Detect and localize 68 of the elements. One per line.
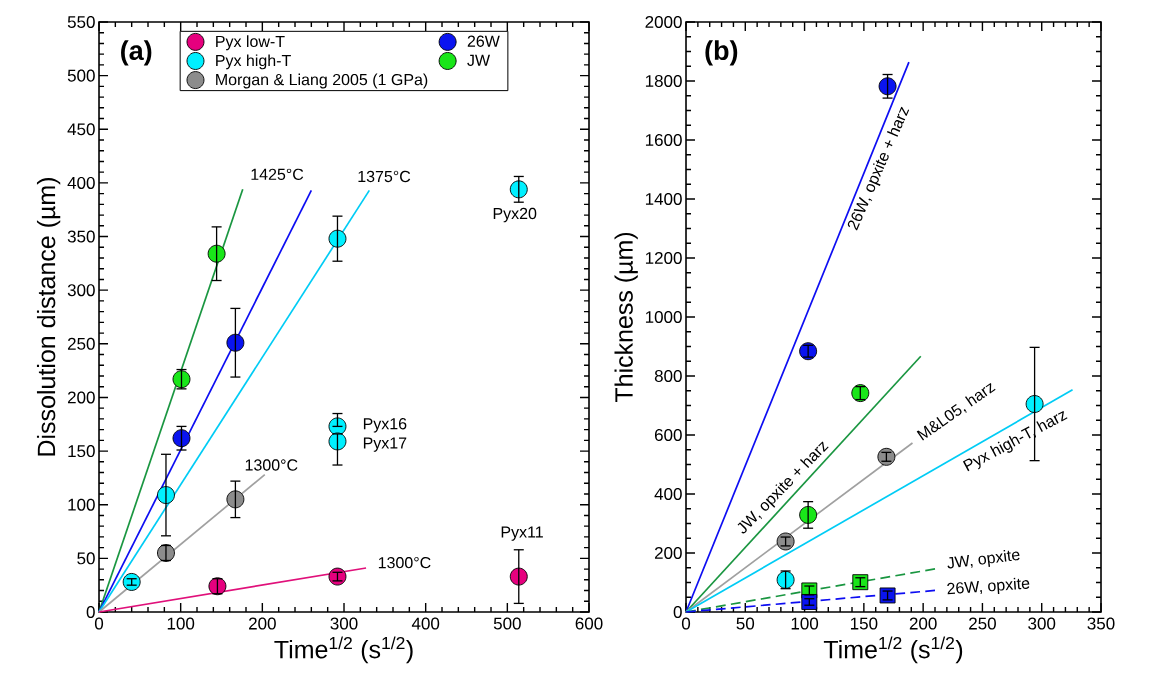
y-tick-label: 1600	[645, 133, 682, 147]
legend-label: Morgan & Liang 2005 (1 GPa)	[216, 73, 428, 89]
point	[878, 77, 897, 96]
text: (b)	[705, 40, 738, 66]
x-tick-label: 0	[681, 617, 691, 630]
annotation: 26W, opxite	[947, 577, 1030, 595]
legend-label: 26W	[467, 35, 500, 47]
y-tick-label: 550	[67, 15, 95, 29]
point	[207, 244, 226, 263]
point	[226, 490, 245, 509]
y-tick-label: 400	[654, 487, 682, 501]
annotation: Pyx11	[501, 526, 543, 541]
y-tick-label: 100	[68, 498, 95, 511]
y-tick-label: 150	[68, 445, 95, 458]
point	[226, 333, 245, 352]
y-tick-label: 450	[67, 123, 95, 136]
text: (a)	[121, 40, 152, 66]
x-tick-label: 250	[969, 617, 996, 630]
x-tick-label: 350	[1087, 617, 1115, 630]
legend-label: Pyx high-T	[216, 54, 291, 70]
annotation: 26W, opxite + harz	[847, 106, 910, 231]
annotation: Pyx17	[363, 437, 407, 452]
legend-label: Pyx low-T	[216, 35, 285, 51]
x-axis-title: Time$^{1/2}$ (s$^{1/2}$)	[274, 636, 413, 664]
y-tick-label: 1000	[645, 310, 682, 324]
annotation: 1300°C	[378, 556, 431, 569]
legend-label: JW	[467, 54, 490, 66]
annotation: 1375°C	[358, 170, 411, 183]
point	[509, 180, 528, 199]
y-axis-title: Dissolution distance (µm)	[36, 178, 61, 456]
y-tick-label: 600	[654, 428, 682, 442]
x-tick-label: 500	[493, 617, 521, 630]
y-axis-title: Thickness (µm)	[614, 232, 638, 403]
x-tick-label: 0	[94, 617, 104, 630]
x-tick-label: 50	[736, 617, 755, 630]
y-tick-label: 500	[67, 69, 95, 82]
y-tick-label: 0	[673, 605, 682, 619]
x-tick-label: 100	[167, 617, 195, 630]
x-tick-label: 600	[575, 617, 603, 630]
y-tick-label: 1800	[645, 74, 682, 88]
y-tick-label: 2000	[645, 15, 682, 29]
x-tick-label: 100	[791, 617, 819, 630]
y-tick-label: 200	[67, 391, 95, 404]
x-tick-label: 300	[1028, 617, 1056, 630]
annotation: 1425°C	[251, 168, 304, 180]
point	[1025, 395, 1044, 413]
y-tick-label: 50	[77, 552, 95, 565]
y-tick-label: 800	[654, 369, 682, 383]
y-tick-label: 250	[67, 337, 95, 350]
y-tick-label: 300	[67, 284, 95, 297]
x-tick-label: 200	[249, 617, 276, 630]
x-tick-label: 300	[330, 617, 358, 630]
annotation: JW, opxite	[947, 549, 1020, 569]
annotation: 1300°C	[245, 459, 298, 471]
point	[328, 229, 347, 248]
y-tick-label: 400	[67, 176, 95, 189]
annotation: Pyx16	[363, 418, 407, 433]
y-tick-label: 1400	[645, 192, 682, 206]
y-tick-label: 200	[654, 546, 682, 560]
annotation: Pyx20	[493, 207, 537, 223]
x-tick-label: 150	[850, 617, 878, 630]
y-tick-label: 350	[67, 230, 95, 243]
x-axis-title: Time$^{1/2}$ (s$^{1/2}$)	[823, 636, 963, 664]
y-tick-label: 0	[86, 605, 95, 619]
x-tick-label: 200	[909, 617, 937, 630]
y-tick-label: 1200	[645, 251, 682, 265]
point	[509, 567, 528, 586]
x-tick-label: 400	[411, 617, 440, 630]
